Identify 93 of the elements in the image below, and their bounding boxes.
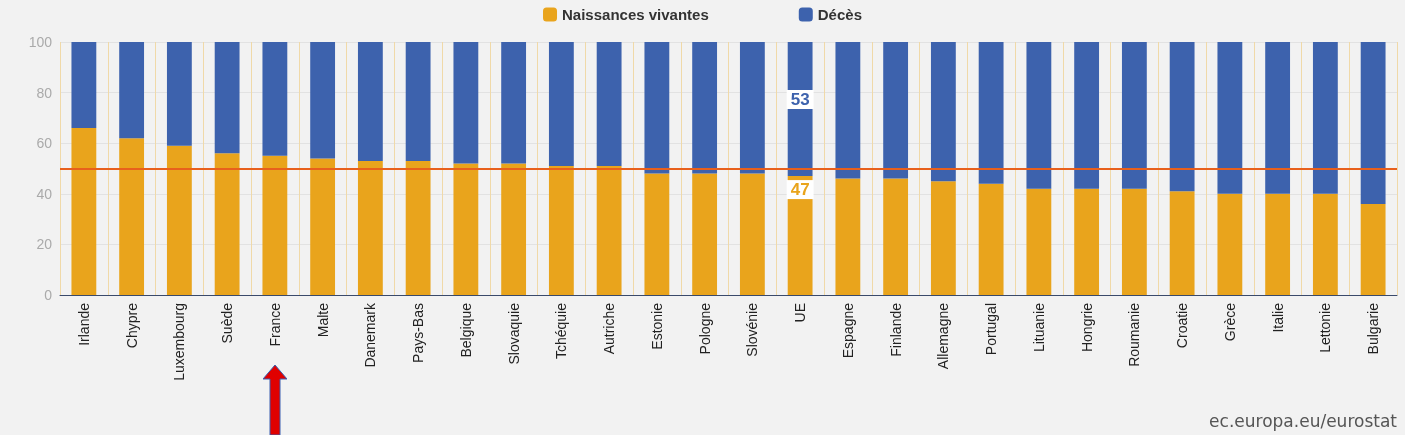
x-tick-label: Slovaquie (505, 302, 522, 365)
x-tick-label: Malte (314, 302, 331, 338)
x-tick-label: Hongrie (1078, 302, 1095, 353)
y-tick-label: 100 (28, 34, 53, 50)
x-tick-label: Autriche (601, 302, 618, 355)
bar (357, 160, 383, 295)
bar (548, 42, 574, 166)
bar (1074, 188, 1100, 295)
x-tick-label: Pologne (696, 302, 713, 355)
bar (835, 42, 861, 179)
bar (739, 42, 765, 174)
bar (1312, 193, 1338, 295)
bar (119, 138, 145, 295)
bar (501, 42, 527, 164)
bar (883, 42, 909, 179)
data-label: 53 (790, 90, 810, 109)
bar (501, 163, 527, 295)
x-tick-label: Bulgarie (1365, 302, 1382, 355)
x-tick-label: Italie (1269, 302, 1286, 333)
bar (166, 42, 192, 146)
bar (1026, 42, 1052, 189)
bar (1265, 193, 1291, 295)
x-tick-label: Estonie (648, 302, 665, 350)
bar (644, 42, 670, 174)
bar (214, 42, 240, 154)
x-tick-label: Portugal (983, 303, 1000, 356)
bar (1169, 42, 1195, 192)
bar (71, 128, 97, 295)
bar (357, 42, 383, 161)
bar (214, 153, 240, 295)
y-tick-label: 20 (36, 236, 53, 253)
bar (739, 173, 765, 295)
bar (166, 145, 192, 295)
x-tick-label: Belgique (457, 302, 474, 358)
legend-label: Décès (817, 6, 862, 23)
y-tick-label: 60 (36, 135, 53, 152)
x-tick-label: Slovénie (744, 302, 761, 357)
bar (596, 42, 622, 166)
x-tick-label: Luxembourg (171, 303, 188, 381)
bar (310, 158, 336, 295)
bar (883, 178, 909, 295)
bar (405, 42, 431, 161)
bar (1074, 42, 1100, 189)
bar (1217, 42, 1243, 194)
bar (930, 42, 956, 182)
x-tick-label: Lituanie (1030, 302, 1047, 353)
bar (71, 42, 97, 129)
bar (262, 42, 288, 156)
bar (1121, 188, 1147, 295)
bar (1312, 42, 1338, 194)
x-tick-label: Chypre (123, 302, 140, 349)
bar (692, 42, 718, 174)
x-tick-label: Croatie (1174, 302, 1191, 349)
bar (692, 173, 718, 295)
bar (978, 42, 1004, 184)
bar (548, 165, 574, 295)
bar (310, 42, 336, 159)
bar (1360, 42, 1386, 204)
y-tick-label: 40 (36, 185, 53, 202)
data-label: 47 (790, 180, 810, 200)
bar (405, 160, 431, 295)
x-tick-label: Suède (219, 302, 236, 344)
bar (978, 183, 1004, 295)
bar (930, 181, 956, 295)
x-tick-label: Espagne (839, 302, 856, 359)
bar (1026, 188, 1052, 295)
x-tick-label: Grèce (1221, 302, 1238, 342)
bar (453, 163, 479, 295)
x-tick-label: UE (792, 303, 809, 323)
bar (1265, 42, 1291, 194)
bar (1169, 191, 1195, 295)
bar (453, 42, 479, 164)
bar (1360, 203, 1386, 295)
x-tick-label: Irlande (75, 302, 92, 346)
x-tick-label: Roumanie (1126, 302, 1143, 367)
x-tick-label: Tchéquie (553, 302, 570, 360)
bar (1121, 42, 1147, 189)
x-tick-label: Lettonie (1317, 302, 1334, 353)
bar (835, 178, 861, 295)
y-tick-label: 0 (44, 287, 53, 303)
text: ec.europa.eu/eurostat (1209, 411, 1397, 431)
bar (1217, 193, 1243, 295)
x-tick-label: Pays-Bas (410, 303, 427, 363)
x-tick-label: Finlande (887, 302, 904, 357)
bar (644, 173, 670, 295)
bar (262, 155, 288, 295)
x-tick-label: Allemagne (935, 302, 952, 370)
x-tick-label: Danemark (362, 302, 379, 368)
x-tick-label: France (266, 302, 283, 347)
y-tick-label: 80 (36, 84, 53, 101)
bar (119, 42, 145, 139)
bar (596, 165, 622, 295)
legend-label: Naissances vivantes (562, 6, 709, 23)
